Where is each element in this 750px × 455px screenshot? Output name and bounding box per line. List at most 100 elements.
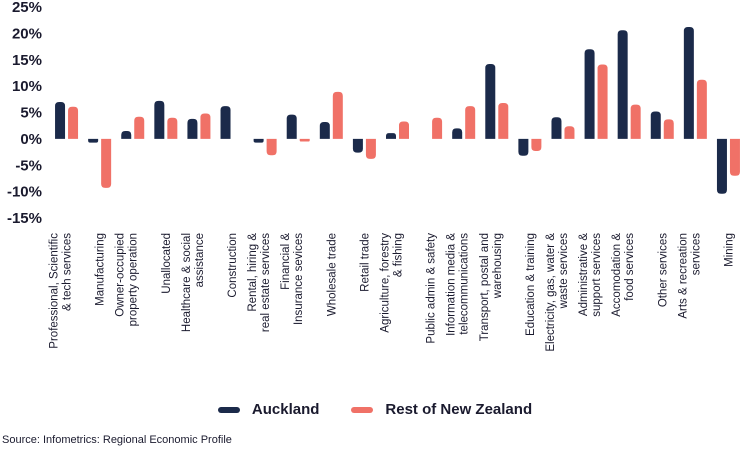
legend-label-rest-of-nz: Rest of New Zealand — [385, 401, 533, 418]
bar-auckland — [716, 138, 727, 194]
bar-auckland — [154, 100, 165, 139]
x-tick-label-line: Education & training — [525, 233, 537, 336]
y-tick-label: 10% — [12, 78, 42, 95]
bar-auckland — [220, 106, 231, 139]
bar-chart: 25% 20% 15% 10% 5% 0% -5% -10% -15% Professional… — [7, 0, 740, 352]
bar-auckland — [352, 138, 363, 153]
bar-auckland — [584, 49, 595, 139]
bar-rest-of-nz — [696, 79, 707, 139]
x-tick-label-line: services — [690, 233, 702, 275]
bar-rest-of-nz — [365, 138, 376, 159]
x-tick-label: Agriculture, forestry& fishing — [380, 233, 405, 333]
bar-rest-of-nz — [432, 117, 443, 139]
x-tick-label-line: Unallocated — [161, 233, 173, 294]
legend-item-rest-of-nz[interactable]: Rest of New Zealand — [351, 401, 532, 418]
x-tick-label: Education & training — [525, 233, 537, 336]
y-tick-label: -15% — [7, 210, 42, 227]
x-tick-label-line: waste services — [558, 233, 570, 310]
bar-rest-of-nz — [564, 126, 575, 139]
x-tick-label-line: Professional, Scientific — [49, 233, 61, 349]
x-tick-label-line: Other services — [657, 233, 669, 307]
bar-rest-of-nz — [531, 138, 542, 152]
bar-auckland — [121, 130, 132, 139]
bar-auckland — [386, 133, 396, 139]
x-tick-label-line: telecommunications — [459, 233, 471, 335]
bar-auckland — [88, 138, 99, 143]
legend-swatch-auckland — [217, 406, 240, 413]
x-tick-label-line: real estate services — [260, 233, 272, 332]
bars — [55, 27, 740, 194]
bar-auckland — [55, 101, 66, 139]
x-tick-label-line: Arts & recreation — [677, 233, 689, 319]
x-tick-label-line: Financial & — [280, 233, 292, 290]
x-tick-label-line: Healthcare & social — [181, 233, 193, 332]
bar-rest-of-nz — [465, 106, 476, 139]
bar-auckland — [683, 27, 694, 139]
x-tick-label-line: Agriculture, forestry — [380, 233, 392, 333]
bar-auckland — [485, 63, 496, 139]
x-tick-label: Professional, Scientific& tech services — [49, 233, 74, 349]
x-tick-label-line: property operation — [128, 233, 140, 326]
x-tick-label-line: Electricity, gas, water & — [545, 233, 557, 352]
y-tick-label: 20% — [12, 25, 42, 42]
x-tick-label-line: Manufacturing — [95, 233, 107, 306]
bar-rest-of-nz — [729, 138, 740, 176]
bar-auckland — [518, 138, 529, 156]
x-tick-label-line: Construction — [227, 233, 239, 298]
x-tick-label-line: Wholesale trade — [326, 233, 338, 316]
x-tick-label: Healthcare & socialassistance — [181, 233, 206, 332]
y-tick-label: 0% — [20, 131, 42, 148]
y-tick-label: -5% — [15, 157, 42, 174]
x-tick-label: Manufacturing — [95, 233, 107, 306]
x-tick-label-line: Transport, postal and — [479, 233, 491, 341]
x-tick-label-line: warehousing — [492, 233, 504, 299]
y-axis: 25% 20% 15% 10% 5% 0% -5% -10% -15% — [7, 0, 42, 227]
legend-swatch-rest-of-nz — [351, 406, 374, 413]
legend-label-auckland: Auckland — [251, 401, 320, 418]
bar-rest-of-nz — [68, 106, 79, 139]
bar-rest-of-nz — [332, 91, 343, 139]
bar-auckland — [187, 118, 198, 139]
x-tick-label: Other services — [657, 233, 669, 307]
bar-rest-of-nz — [597, 64, 608, 139]
bar-rest-of-nz — [266, 138, 277, 156]
legend: Auckland Rest of New Zealand — [0, 401, 750, 418]
x-tick-label: Public admin & safety — [426, 233, 438, 344]
bar-rest-of-nz — [200, 113, 211, 139]
x-tick-label: Financial &Insurance sevices — [280, 233, 305, 325]
x-tick-label-line: & tech services — [62, 233, 74, 311]
bar-rest-of-nz — [167, 117, 178, 139]
bar-auckland — [452, 128, 463, 139]
bar-auckland — [253, 138, 264, 143]
bar-auckland — [617, 30, 628, 139]
bar-rest-of-nz — [399, 121, 409, 139]
x-tick-label-line: food services — [624, 233, 636, 301]
bar-auckland — [319, 121, 330, 139]
x-tick-label: Electricity, gas, water &waste services — [545, 233, 570, 352]
x-tick-label: Mining — [723, 233, 735, 267]
x-tick-label-line: Owner-occupied — [115, 233, 127, 317]
x-tick-label-line: Public admin & safety — [426, 233, 438, 344]
x-axis: Professional, Scientific& tech services M… — [49, 233, 736, 352]
x-tick-label: Administrative &support services — [578, 233, 603, 317]
legend-item-auckland[interactable]: Auckland — [217, 401, 320, 418]
x-tick-label-line: Rental, hiring & — [247, 233, 259, 312]
x-tick-label: Rental, hiring &real estate services — [247, 233, 272, 332]
x-tick-label-line: support services — [591, 233, 603, 317]
x-tick-label-line: Administrative & — [578, 233, 590, 316]
x-tick-label: Information media &telecommunications — [446, 233, 471, 336]
bar-rest-of-nz — [134, 116, 145, 139]
x-tick-label: Retail trade — [359, 233, 371, 292]
x-tick-label: Wholesale trade — [326, 233, 338, 316]
bar-auckland — [286, 114, 297, 139]
y-tick-label: 15% — [12, 52, 42, 69]
x-tick-label-line: Information media & — [446, 233, 458, 336]
x-tick-label-line: assistance — [194, 233, 206, 287]
x-tick-label-line: Retail trade — [359, 233, 371, 292]
y-tick-label: 25% — [12, 0, 42, 16]
bar-rest-of-nz — [630, 104, 641, 139]
x-tick-label: Unallocated — [161, 233, 173, 294]
x-tick-label-line: Mining — [723, 233, 735, 267]
bar-rest-of-nz — [101, 138, 112, 188]
y-tick-label: 5% — [20, 105, 42, 122]
